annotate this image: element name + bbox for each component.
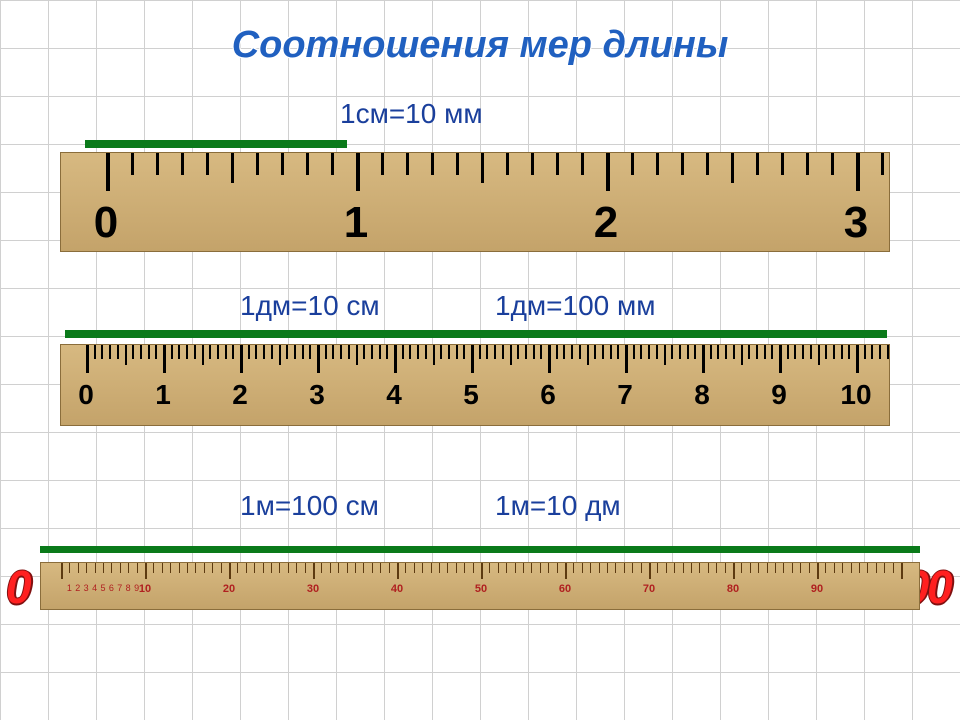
ruler-cm: 0123 [60, 152, 890, 252]
green-bar-dm [65, 330, 887, 338]
green-bar-cm [85, 140, 347, 148]
ruler-m: 123456789102030405060708090 [40, 562, 920, 610]
ruler-dm: 012345678910 [60, 344, 890, 426]
label-m-right: 1м=10 дм [495, 490, 621, 522]
green-bar-m [40, 546, 920, 553]
page-title: Соотношения мер длины [0, 24, 960, 67]
label-dm-right: 1дм=100 мм [495, 290, 656, 322]
label-cm: 1см=10 мм [340, 98, 483, 130]
label-dm-left: 1дм=10 см [240, 290, 380, 322]
meter-start-label: 0 [6, 560, 30, 614]
label-m-left: 1м=100 см [240, 490, 379, 522]
